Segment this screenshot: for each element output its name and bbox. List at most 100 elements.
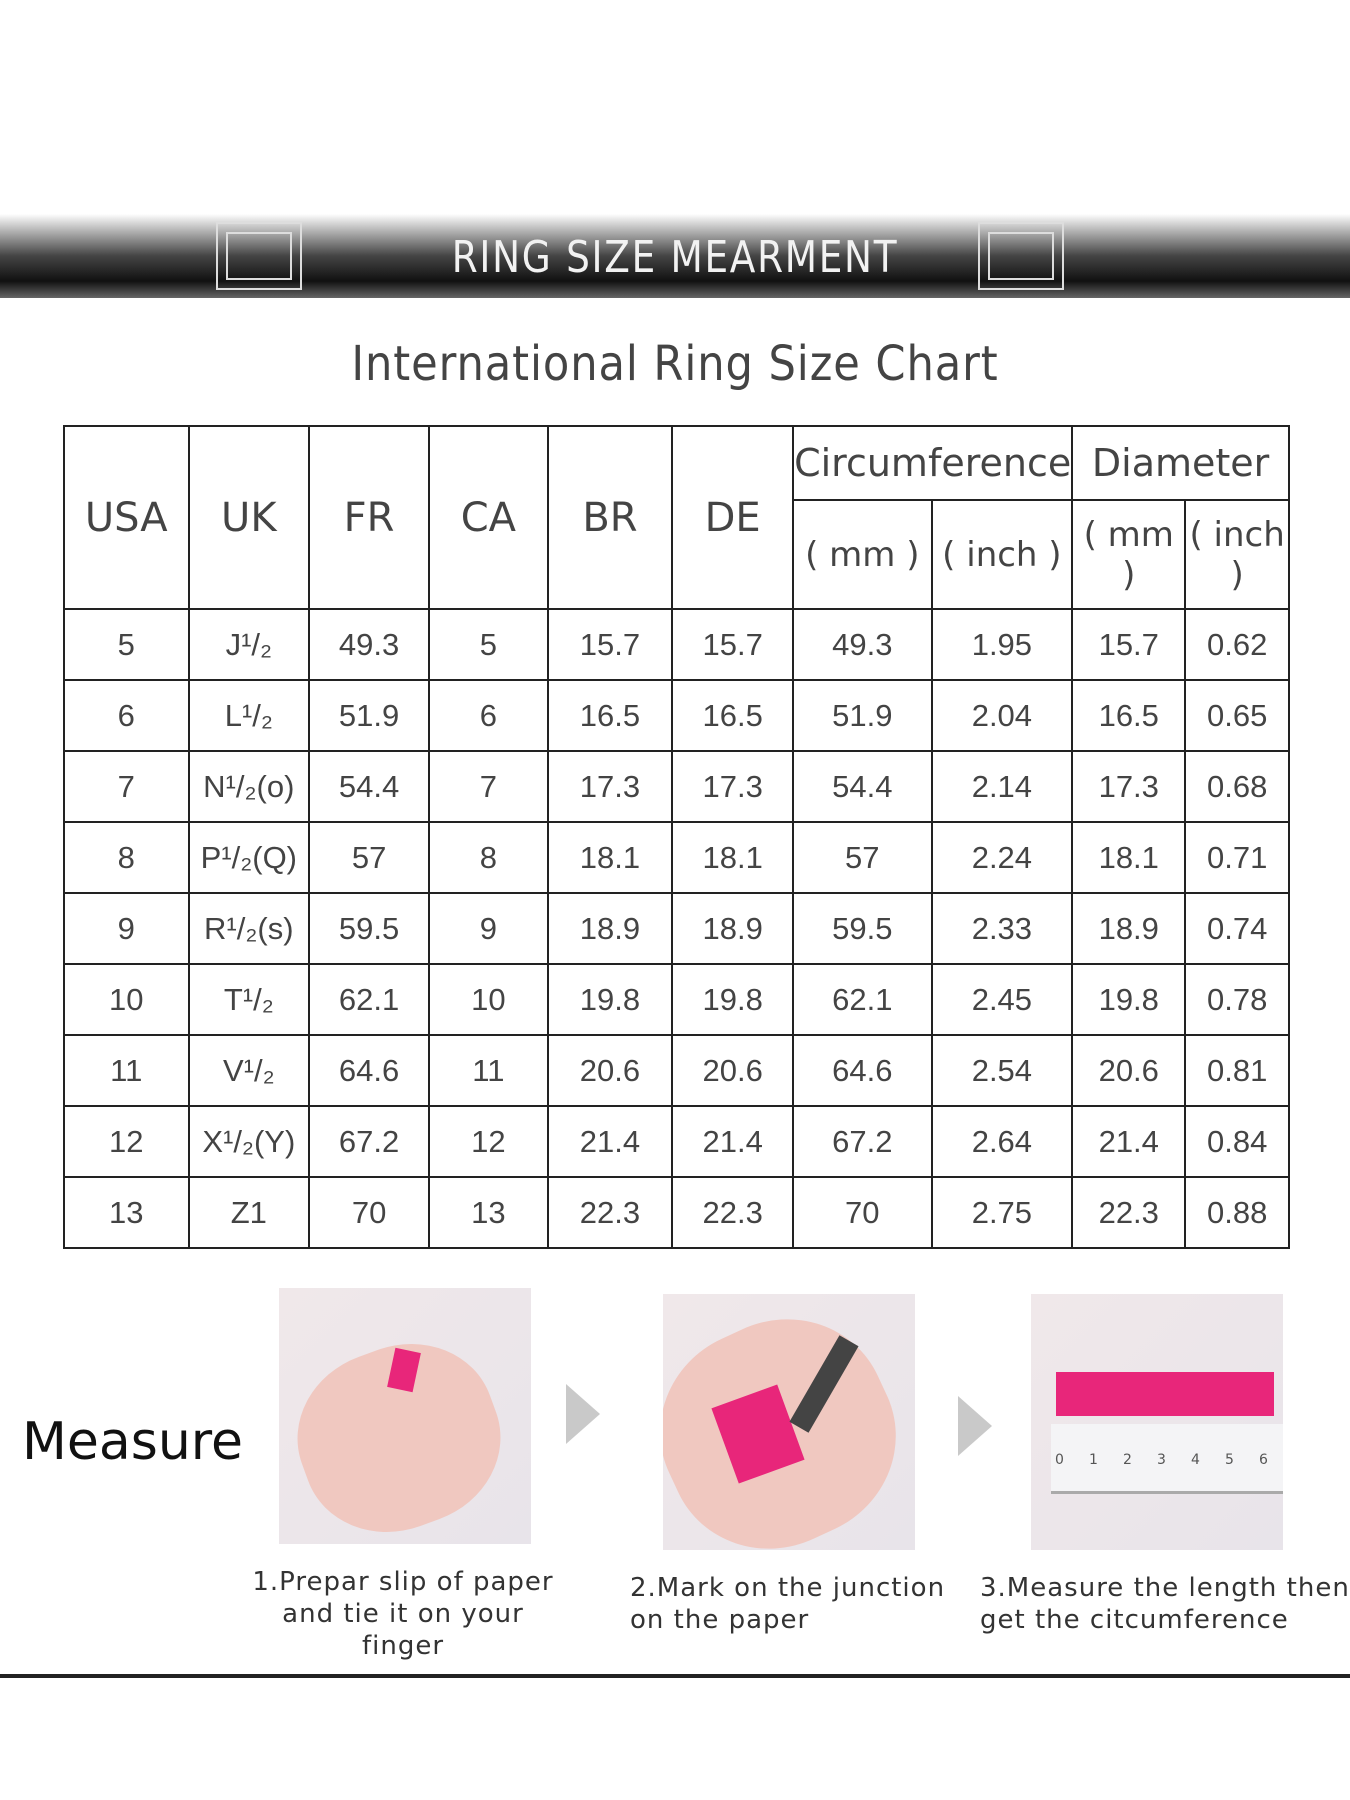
table-cell: 2.04 xyxy=(930,679,1074,752)
table-cell: 2.64 xyxy=(930,1105,1074,1178)
table-cell: 62.1 xyxy=(792,963,933,1036)
table-cell: 7 xyxy=(428,750,549,823)
table-cell: 20.6 xyxy=(546,1034,674,1107)
table-cell: 18.1 xyxy=(1071,821,1187,894)
table-cell: P¹/₂(Q) xyxy=(187,821,311,894)
square-ornament-icon xyxy=(978,222,1064,290)
table-cell: 2.75 xyxy=(930,1176,1074,1249)
table-row: 12 X¹/₂(Y) 67.2 12 21.4 21.4 67.2 2.64 21.4 0.84 xyxy=(63,1105,1290,1178)
table-cell: 20.6 xyxy=(671,1034,795,1107)
arrow-right-icon xyxy=(566,1384,600,1444)
table-cell: 13 xyxy=(63,1176,190,1249)
arrow-right-icon xyxy=(958,1396,992,1456)
table-cell: 9 xyxy=(63,892,190,965)
ruler-tick-label: 6 xyxy=(1259,1452,1268,1468)
table-cell: 15.7 xyxy=(1071,608,1187,681)
table-cell: 2.14 xyxy=(930,750,1074,823)
header-fr: FR xyxy=(308,425,431,610)
table-cell: 20.6 xyxy=(1071,1034,1187,1107)
table-cell: 19.8 xyxy=(546,963,674,1036)
table-cell: 59.5 xyxy=(308,892,431,965)
table-cell: 64.6 xyxy=(308,1034,431,1107)
table-row: 9 R¹/₂(s) 59.5 9 18.9 18.9 59.5 2.33 18.9 0.74 xyxy=(63,892,1290,965)
table-cell: 5 xyxy=(428,608,549,681)
table-cell: 11 xyxy=(428,1034,549,1107)
table-cell: 22.3 xyxy=(546,1176,674,1249)
table-cell: 18.9 xyxy=(671,892,795,965)
chart-title: International Ring Size Chart xyxy=(351,336,999,392)
table-cell: 51.9 xyxy=(792,679,933,752)
table-cell: 21.4 xyxy=(546,1105,674,1178)
table-cell: 10 xyxy=(428,963,549,1036)
table-cell: 19.8 xyxy=(1071,963,1187,1036)
table-cell: 17.3 xyxy=(546,750,674,823)
table-cell: 0.68 xyxy=(1184,750,1290,823)
table-cell: 0.74 xyxy=(1184,892,1290,965)
ruler-tick-label: 2 xyxy=(1123,1452,1132,1468)
table-cell: 17.3 xyxy=(1071,750,1187,823)
header-diam-mm: ( mm ) xyxy=(1071,499,1187,610)
table-cell: 62.1 xyxy=(308,963,431,1036)
measure-label: Measure xyxy=(22,1412,243,1472)
table-row: 8 P¹/₂(Q) 57 8 18.1 18.1 57 2.24 18.1 0.71 xyxy=(63,821,1290,894)
header-br: BR xyxy=(546,425,674,610)
table-cell: 10 xyxy=(63,963,190,1036)
header-diam-inch: ( inch ) xyxy=(1184,499,1290,610)
table-cell: 8 xyxy=(63,821,190,894)
table-row: 11 V¹/₂ 64.6 11 20.6 20.6 64.6 2.54 20.6 0.81 xyxy=(63,1034,1290,1107)
table-cell: 0.81 xyxy=(1184,1034,1290,1107)
table-cell: 21.4 xyxy=(1071,1105,1187,1178)
table-row: 5 J¹/₂ 49.3 5 15.7 15.7 49.3 1.95 15.7 0.62 xyxy=(63,608,1290,681)
table-cell: 18.9 xyxy=(546,892,674,965)
ruler-tick-label: 5 xyxy=(1225,1452,1234,1468)
table-cell: 49.3 xyxy=(792,608,933,681)
table-cell: 15.7 xyxy=(671,608,795,681)
table-cell: 0.62 xyxy=(1184,608,1290,681)
step1-image xyxy=(279,1288,531,1544)
table-cell: 18.1 xyxy=(671,821,795,894)
table-cell: 1.95 xyxy=(930,608,1074,681)
header-diameter: Diameter xyxy=(1071,425,1290,501)
table-row: 7 N¹/₂(o) 54.4 7 17.3 17.3 54.4 2.14 17.3 0.68 xyxy=(63,750,1290,823)
table-cell: 2.45 xyxy=(930,963,1074,1036)
table-cell: 19.8 xyxy=(671,963,795,1036)
ruler-tick-label: 1 xyxy=(1089,1452,1098,1468)
table-cell: 5 xyxy=(63,608,190,681)
table-row: 6 L¹/₂ 51.9 6 16.5 16.5 51.9 2.04 16.5 0.65 xyxy=(63,679,1290,752)
table-cell: 21.4 xyxy=(671,1105,795,1178)
paper-strip xyxy=(1056,1372,1274,1416)
table-cell: 57 xyxy=(792,821,933,894)
table-cell: 16.5 xyxy=(1071,679,1187,752)
table-cell: 0.78 xyxy=(1184,963,1290,1036)
table-cell: 54.4 xyxy=(792,750,933,823)
table-cell: 12 xyxy=(63,1105,190,1178)
banner-title: RING SIZE MEARMENT xyxy=(451,232,899,283)
table-cell: 7 xyxy=(63,750,190,823)
table-cell: J¹/₂ xyxy=(187,608,311,681)
table-cell: 70 xyxy=(308,1176,431,1249)
ruler: 0 1 2 3 4 5 6 xyxy=(1051,1424,1283,1494)
table-cell: 51.9 xyxy=(308,679,431,752)
table-row: 10 T¹/₂ 62.1 10 19.8 19.8 62.1 2.45 19.8 0.78 xyxy=(63,963,1290,1036)
step3-image: 0 1 2 3 4 5 6 xyxy=(1031,1294,1283,1550)
header-banner: RING SIZE MEARMENT xyxy=(0,214,1350,298)
divider xyxy=(0,1674,1350,1678)
step1-caption: 1.Prepar slip of paper and tie it on you… xyxy=(252,1567,554,1661)
header-usa: USA xyxy=(63,425,190,610)
table-cell: 9 xyxy=(428,892,549,965)
table-cell: 6 xyxy=(428,679,549,752)
step2-image xyxy=(663,1294,915,1550)
step2-caption: 2.Mark on the junction on the paper xyxy=(630,1573,946,1635)
table-cell: 59.5 xyxy=(792,892,933,965)
table-cell: 22.3 xyxy=(1071,1176,1187,1249)
table-cell: 2.24 xyxy=(930,821,1074,894)
table-cell: 49.3 xyxy=(308,608,431,681)
square-ornament-icon xyxy=(216,222,302,290)
ruler-tick-label: 3 xyxy=(1157,1452,1166,1468)
table-cell: 12 xyxy=(428,1105,549,1178)
table-cell: L¹/₂ xyxy=(187,679,311,752)
table-cell: 57 xyxy=(308,821,431,894)
table-cell: V¹/₂ xyxy=(187,1034,311,1107)
table-cell: 2.54 xyxy=(930,1034,1074,1107)
table-cell: 0.84 xyxy=(1184,1105,1290,1178)
